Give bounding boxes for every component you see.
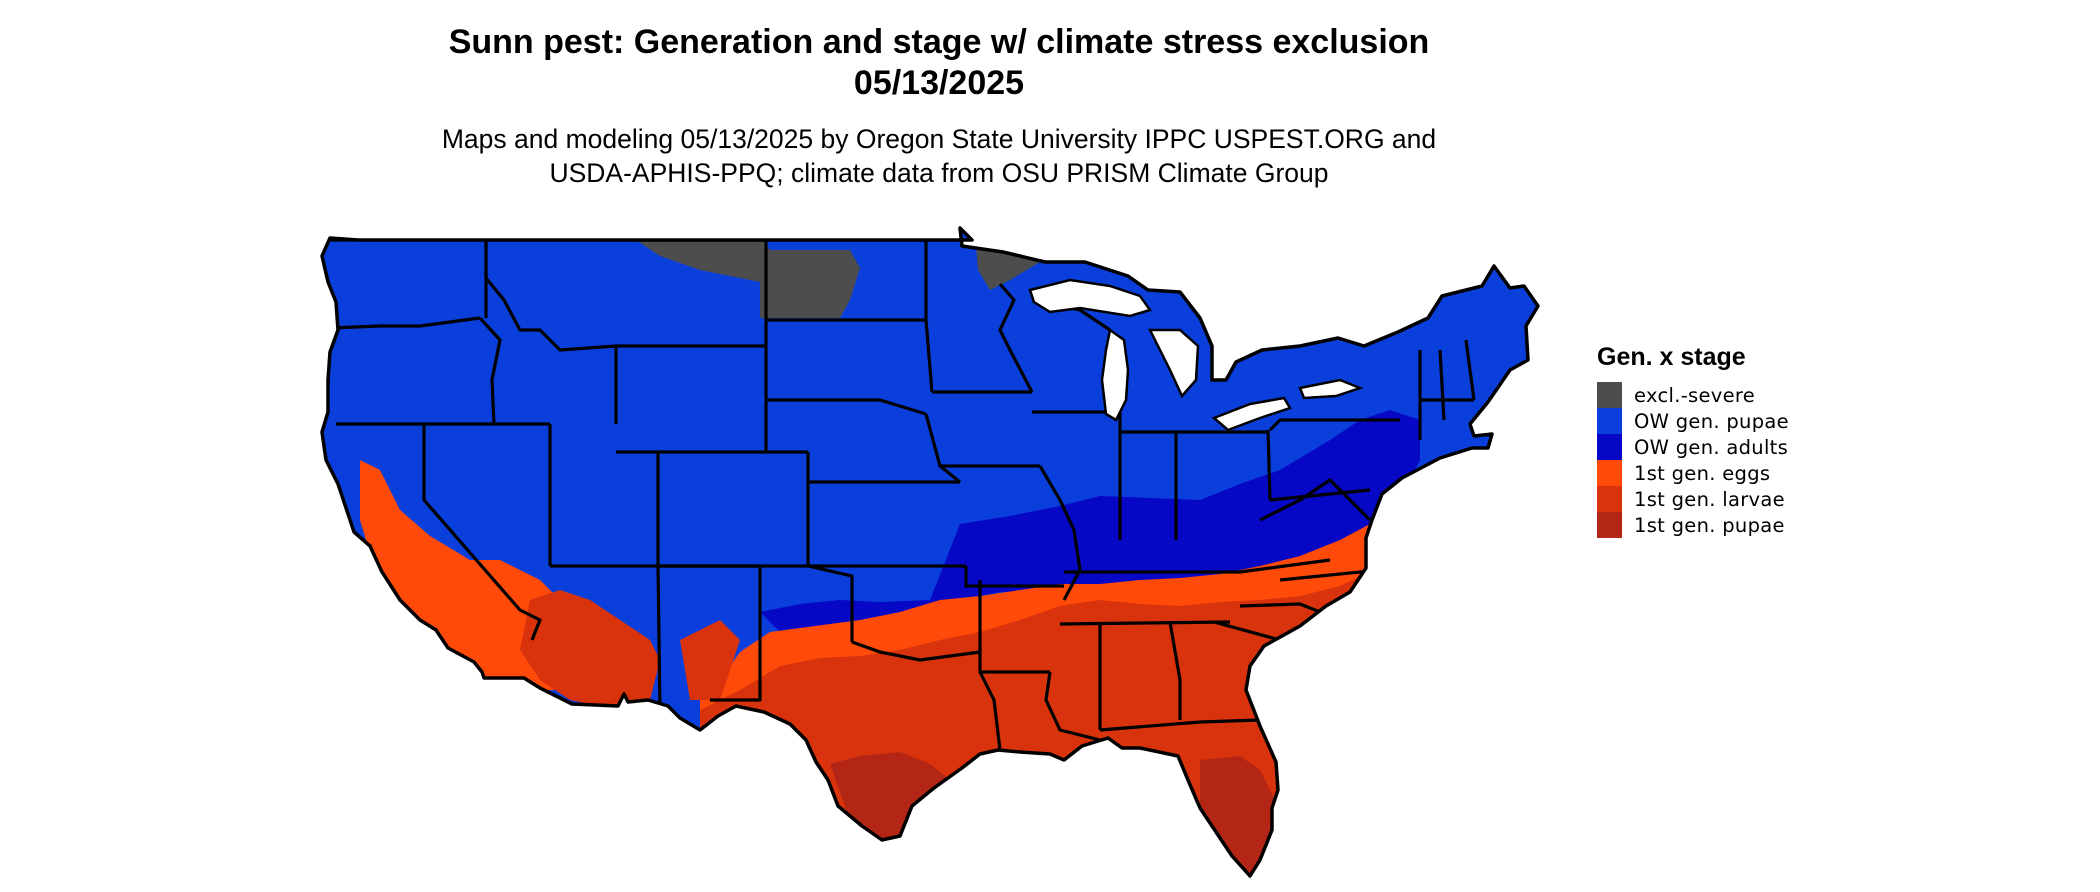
legend-item-1st-eggs: 1st gen. eggs [1597, 460, 1789, 486]
legend-label: excl.-severe [1634, 383, 1756, 407]
lake-erie [1211, 396, 1292, 432]
region-west-larvae [520, 590, 660, 710]
lake-michigan [1100, 327, 1130, 422]
lake-superior [1028, 278, 1153, 318]
border-la-ms [1044, 671, 1101, 742]
legend: Gen. x stage excl.-severe OW gen. pupae … [1597, 343, 1789, 538]
border-mo-east [1038, 465, 1082, 601]
legend-swatch [1597, 512, 1622, 538]
border-nd-mn [924, 240, 934, 393]
legend-item-1st-larvae: 1st gen. larvae [1597, 486, 1789, 512]
region-excl-severe-mn [976, 246, 1040, 290]
border-mn-wi [998, 282, 1034, 393]
legend-item-excl-severe: excl.-severe [1597, 382, 1789, 408]
title-line-2: 05/13/2025 [853, 64, 1025, 102]
border-tx-east [978, 580, 1002, 751]
subtitle-line-2: USDA-APHIS-PPQ; climate data from OSU PR… [549, 158, 1329, 188]
lake-huron [1147, 328, 1200, 399]
border-id-mt [484, 240, 617, 352]
legend-item-ow-pupae: OW gen. pupae [1597, 408, 1789, 434]
map-title: Sunn pest: Generation and stage w/ clima… [0, 22, 1878, 104]
legend-title: Gen. x stage [1597, 343, 1746, 371]
border-oh-pa [1266, 429, 1272, 501]
border-ok-tx [851, 640, 981, 662]
border-tn-south [1059, 620, 1231, 626]
legend-label: 1st gen. eggs [1634, 461, 1771, 485]
border-mo-ar [964, 566, 1064, 588]
border-pa-ny [1268, 418, 1400, 432]
border-gulf-fl [1099, 718, 1261, 732]
border-nm-tx [710, 566, 762, 702]
legend-item-1st-pupae: 1st gen. pupae [1597, 512, 1789, 538]
legend-swatch [1597, 460, 1622, 486]
border-wa-or [329, 316, 481, 330]
border-ca-nv [422, 424, 542, 641]
great-lakes [1028, 278, 1364, 432]
border-or-id [478, 316, 502, 425]
legend-label: 1st gen. larvae [1634, 487, 1785, 511]
border-al-ga [1168, 621, 1182, 720]
map-subtitle: Maps and modeling 05/13/2025 by Oregon S… [0, 122, 1878, 190]
subtitle-line-1: Maps and modeling 05/13/2025 by Oregon S… [441, 124, 1437, 154]
border-sd-ne [766, 398, 927, 416]
border-az-nm [656, 565, 662, 711]
legend-label: OW gen. pupae [1634, 409, 1789, 433]
border-pa-south [1269, 488, 1371, 502]
border-ne-ia [924, 413, 961, 484]
border-vt-nh [1438, 349, 1446, 421]
legend-item-ow-adults: OW gen. adults [1597, 434, 1789, 460]
region-1st-pupae-texas [830, 752, 950, 850]
border-ky-tn [1064, 558, 1331, 574]
legend-swatch [1597, 486, 1622, 512]
title-line-1: Sunn pest: Generation and stage w/ clima… [448, 23, 1430, 61]
legend-label: 1st gen. pupae [1634, 513, 1785, 537]
region-excl-severe-nd [630, 236, 860, 318]
legend-label: OW gen. adults [1634, 435, 1789, 459]
legend-swatch [1597, 408, 1622, 434]
border-wv-va [1259, 478, 1372, 522]
legend-swatch [1597, 434, 1622, 460]
region-west-larvae-2 [680, 620, 740, 700]
legend-swatch [1597, 382, 1622, 408]
border-ok-panhandle [807, 564, 854, 642]
border-nh-me [1464, 339, 1476, 401]
lake-ontario [1298, 378, 1364, 400]
